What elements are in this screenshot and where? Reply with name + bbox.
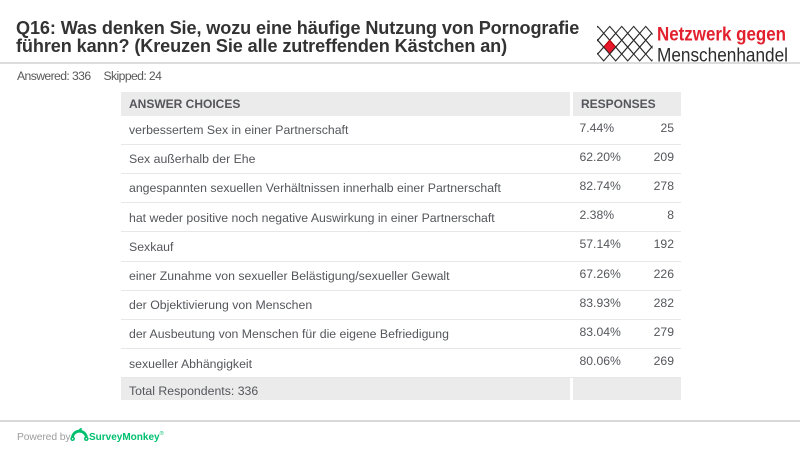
svg-text:Menschenhandel: Menschenhandel [657,46,788,67]
svg-text:Netzwerk gegen: Netzwerk gegen [657,25,786,46]
